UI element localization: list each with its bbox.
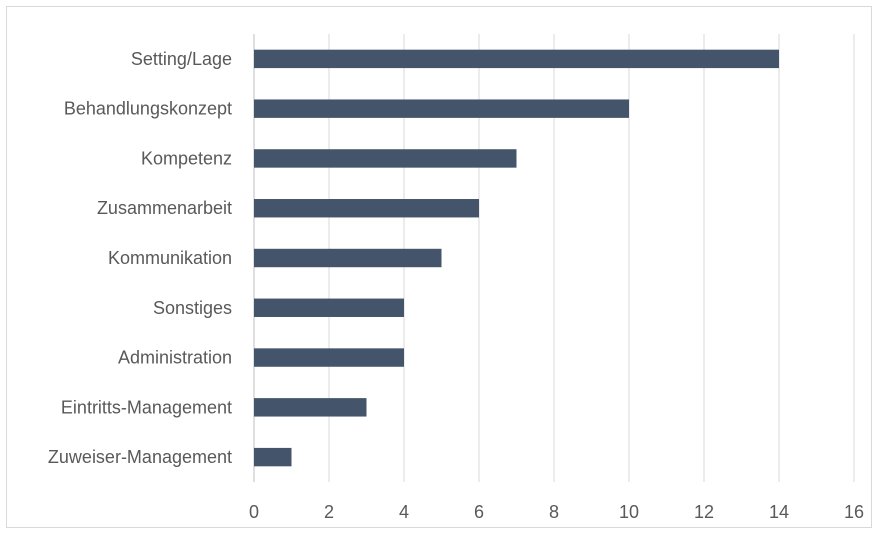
x-tick-label: 2 [324, 502, 334, 522]
category-label: Zusammenarbeit [97, 198, 232, 218]
x-tick-label: 16 [844, 502, 864, 522]
bar-zusammenarbeit [254, 199, 479, 218]
x-tick-label: 14 [769, 502, 789, 522]
x-tick-label: 0 [249, 502, 259, 522]
bar-kommunikation [254, 248, 442, 268]
bar-zuweiser-management [254, 447, 292, 467]
x-tick-label: 4 [399, 502, 409, 522]
bar-behandlungskonzept [254, 99, 629, 118]
x-tick-label: 8 [549, 502, 559, 522]
category-label: Kommunikation [108, 248, 232, 268]
bar-layer [254, 49, 779, 467]
category-label: Administration [118, 348, 232, 368]
category-label: Zuweiser-Management [48, 447, 232, 467]
category-label: Behandlungskonzept [64, 99, 232, 119]
category-label: Eintritts-Management [61, 397, 232, 417]
bar-sonstiges [254, 298, 404, 317]
bar-eintritts-management [254, 398, 367, 417]
x-tick-label: 12 [694, 502, 714, 522]
category-label: Kompetenz [141, 148, 232, 168]
x-tick-label: 6 [474, 502, 484, 522]
category-labels: Setting/Lage Behandlungskonzept Kompetenz Z… [48, 49, 232, 467]
x-axis-tick-labels: 0 2 4 6 8 10 12 14 16 [249, 502, 864, 522]
bar-administration [254, 348, 404, 367]
bar-setting-lage [254, 49, 779, 69]
category-label: Sonstiges [153, 298, 232, 318]
bar-kompetenz [254, 149, 517, 168]
category-label: Setting/Lage [131, 49, 232, 69]
x-tick-label: 10 [619, 502, 639, 522]
